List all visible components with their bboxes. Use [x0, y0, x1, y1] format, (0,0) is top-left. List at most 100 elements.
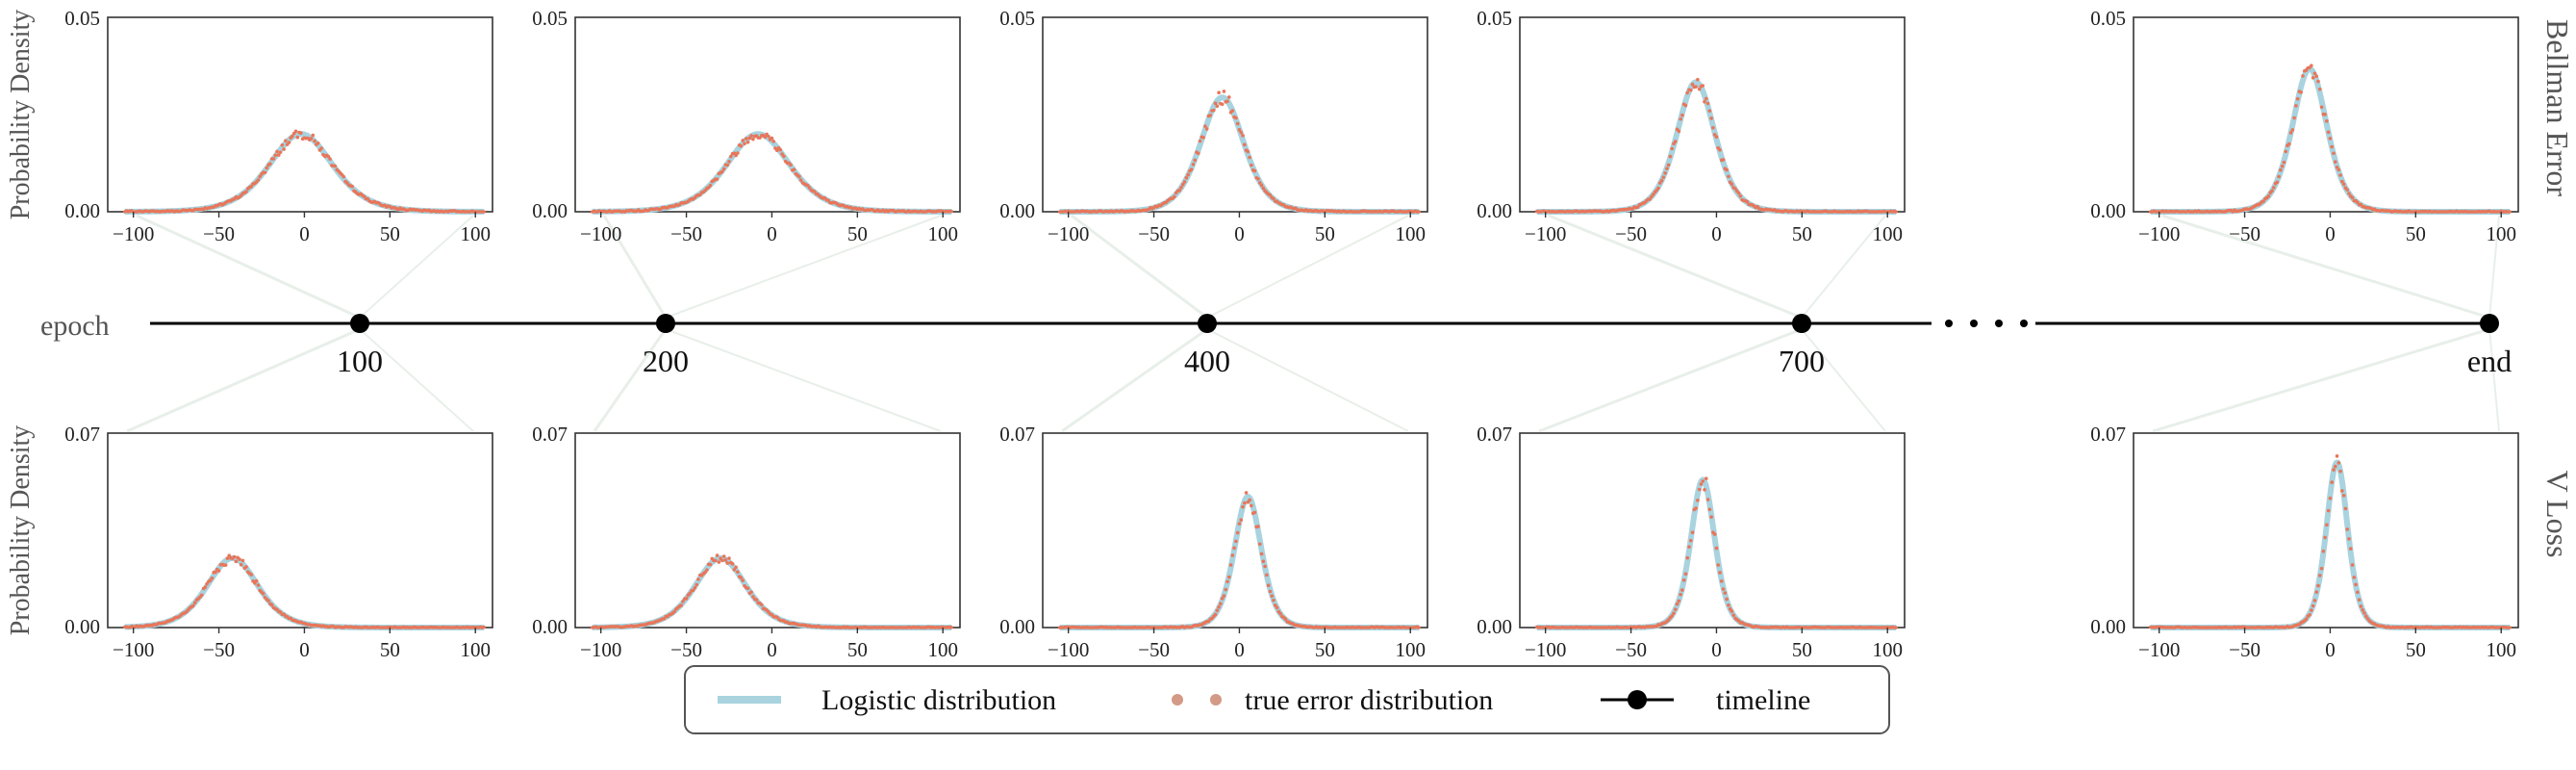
- true-error-point: [287, 141, 291, 144]
- true-error-point: [192, 601, 197, 604]
- legend-swatch-true-error-dot-1: [1172, 694, 1183, 706]
- true-error-point: [749, 134, 753, 138]
- connector-right-row1-0: [359, 328, 474, 432]
- x-tick-label: 0: [2325, 638, 2336, 661]
- true-error-point: [1272, 196, 1275, 201]
- true-error-point: [2326, 130, 2331, 135]
- x-tick-label: 50: [380, 222, 400, 245]
- true-error-point: [293, 129, 298, 134]
- true-error-point: [1704, 476, 1708, 480]
- true-error-point: [1256, 177, 1260, 181]
- true-error-point: [1736, 191, 1741, 195]
- true-error-point: [2333, 160, 2337, 164]
- true-error-point: [2316, 583, 2320, 588]
- true-error-point: [1268, 589, 1273, 594]
- true-error-point: [482, 625, 486, 629]
- true-error-point: [1725, 167, 1729, 172]
- true-error-point: [1685, 90, 1690, 95]
- true-error-point: [1222, 594, 1226, 598]
- true-error-point: [1272, 598, 1275, 603]
- true-error-point: [280, 142, 285, 147]
- true-error-point: [210, 576, 215, 580]
- true-error-point: [774, 148, 779, 153]
- true-error-point: [2279, 167, 2283, 172]
- true-error-point: [1712, 532, 1717, 536]
- true-error-point: [1681, 578, 1686, 582]
- true-error-point: [792, 167, 796, 171]
- true-error-point: [1211, 108, 1216, 113]
- true-error-point: [1225, 99, 1229, 104]
- true-error-point: [1675, 602, 1679, 606]
- true-error-point: [2348, 547, 2353, 551]
- true-error-point: [1275, 605, 1279, 610]
- true-error-point: [1718, 147, 1722, 152]
- x-tick-label: 0: [299, 638, 310, 661]
- true-error-point: [1663, 171, 1667, 175]
- true-error-point: [290, 134, 294, 139]
- true-error-point: [736, 570, 740, 575]
- true-error-point: [2350, 195, 2355, 200]
- true-error-point: [1727, 174, 1730, 179]
- true-error-point: [739, 143, 744, 148]
- true-error-point: [258, 174, 263, 179]
- true-error-point: [2336, 461, 2341, 465]
- true-error-point: [681, 600, 685, 603]
- true-error-point: [759, 603, 764, 607]
- y-tick-label: 0.05: [1477, 7, 1512, 30]
- panel-row0-2: −100 −50 0 50 100 0.00 0.05: [999, 7, 1428, 245]
- timeline-marker-200: [656, 314, 675, 333]
- true-error-point: [1244, 491, 1249, 495]
- true-error-point: [717, 560, 721, 564]
- true-error-point: [2284, 149, 2288, 154]
- true-error-point: [244, 565, 248, 569]
- connector-row1-2: [1061, 327, 1208, 433]
- timeline-marker-700: [1792, 314, 1811, 333]
- true-error-point: [1219, 602, 1223, 605]
- true-error-point: [2323, 535, 2327, 540]
- true-error-point: [282, 147, 286, 151]
- true-error-point: [2347, 537, 2351, 541]
- true-error-point: [2275, 180, 2280, 185]
- true-error-point: [1191, 163, 1196, 167]
- true-error-point: [1268, 192, 1273, 197]
- true-error-point: [199, 593, 204, 598]
- true-error-point: [214, 570, 217, 575]
- true-error-point: [2340, 179, 2344, 184]
- true-error-point: [1668, 154, 1673, 159]
- true-error-point: [295, 135, 300, 140]
- true-error-point: [1226, 575, 1231, 579]
- x-tick-label: 100: [460, 638, 491, 661]
- true-error-point: [1184, 175, 1189, 180]
- connector-lines: [126, 214, 2500, 433]
- true-error-point: [2357, 598, 2361, 602]
- connector-right-row0-2: [1206, 215, 1409, 319]
- true-error-point: [1252, 168, 1257, 173]
- true-error-point: [2335, 165, 2339, 169]
- timeline-ellipsis-dot: [1970, 320, 1978, 327]
- y-axis-label: Probability Density: [6, 425, 36, 636]
- true-error-point: [271, 157, 276, 161]
- true-error-point: [691, 588, 695, 593]
- true-error-point: [2336, 167, 2341, 172]
- true-error-point: [2308, 612, 2311, 617]
- timeline-label: epoch: [40, 310, 110, 342]
- true-error-point: [2317, 574, 2322, 578]
- true-error-point: [2359, 604, 2363, 608]
- x-tick-label: 100: [2486, 638, 2516, 661]
- true-error-point: [1189, 167, 1194, 171]
- connector-right-row0-3: [1801, 215, 1886, 319]
- true-error-point: [1685, 555, 1690, 560]
- true-error-point: [723, 558, 728, 562]
- true-error-point: [2356, 590, 2360, 595]
- true-error-point: [708, 183, 713, 188]
- true-error-point: [2338, 173, 2342, 177]
- panel-frame: [574, 16, 961, 213]
- true-error-point: [688, 591, 692, 596]
- true-error-point: [1417, 210, 1421, 214]
- true-error-point: [1257, 542, 1262, 547]
- true-error-point: [696, 578, 700, 581]
- y-tick-label: 0.07: [1477, 423, 1512, 446]
- y-tick-label: 0.00: [1477, 199, 1512, 222]
- true-error-point: [2328, 496, 2333, 500]
- true-error-point: [1672, 611, 1676, 615]
